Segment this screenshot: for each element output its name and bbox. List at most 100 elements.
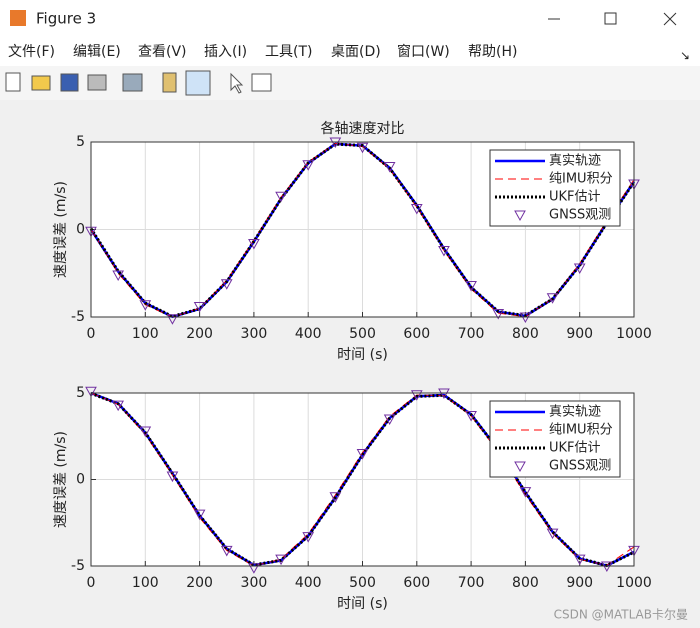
open-icon[interactable] — [31, 75, 51, 91]
link-icon[interactable] — [122, 73, 143, 92]
menu-item[interactable]: 编辑(E) — [73, 44, 121, 60]
y-tick-label: 0 — [76, 222, 85, 238]
x-tick-label: 1000 — [616, 326, 652, 342]
gnss-marker — [573, 554, 586, 566]
x-tick-label: 700 — [458, 326, 485, 342]
gnss-marker — [573, 263, 586, 275]
x-axis-label: 时间 (s) — [337, 596, 388, 612]
x-tick-label: 700 — [458, 575, 485, 591]
x-tick-label: 300 — [241, 326, 268, 342]
gnss-marker — [519, 487, 532, 498]
x-tick-label: 200 — [186, 326, 213, 342]
legend-label: 真实轨迹 — [549, 405, 601, 420]
legend-label: 纯IMU积分 — [549, 423, 613, 438]
gnss-marker — [356, 142, 369, 154]
menu-item[interactable]: 插入(I) — [204, 44, 247, 60]
axes-box — [90, 141, 635, 318]
gnss-marker — [166, 314, 179, 325]
x-tick-label: 600 — [403, 326, 430, 342]
legend-label: GNSS观测 — [549, 459, 611, 474]
gnss-marker — [410, 390, 423, 401]
print-icon[interactable] — [87, 74, 107, 91]
x-tick-label: 500 — [349, 575, 376, 591]
maximize-button[interactable] — [604, 12, 617, 25]
gnss-marker — [329, 492, 342, 503]
app-icon — [10, 10, 26, 26]
close-button[interactable] — [663, 12, 677, 26]
menu-item[interactable]: 窗口(W) — [397, 43, 450, 60]
property-icon[interactable] — [251, 73, 272, 92]
y-tick-label: 0 — [76, 472, 85, 488]
gnss-marker — [248, 239, 260, 250]
y-tick-label: -5 — [71, 558, 85, 574]
gnss-marker — [492, 309, 505, 320]
gnss-marker — [302, 532, 315, 543]
y-tick-label: 5 — [76, 134, 85, 150]
pointer-icon[interactable] — [230, 72, 244, 94]
menu-item[interactable]: 帮助(H) — [468, 44, 517, 60]
x-tick-label: 900 — [566, 326, 593, 342]
x-tick-label: 0 — [87, 575, 96, 591]
x-tick-label: 500 — [349, 326, 376, 342]
colorbar-icon[interactable] — [162, 72, 177, 93]
legend-box — [489, 400, 621, 478]
toolbar — [0, 66, 700, 100]
gnss-marker — [112, 400, 124, 412]
x-tick-label: 800 — [512, 326, 539, 342]
x-tick-label: 100 — [132, 326, 159, 342]
legend-icon[interactable] — [185, 70, 211, 96]
gnss-marker — [546, 528, 559, 540]
menu-item[interactable]: 文件(F) — [8, 44, 55, 60]
gnss-marker — [383, 414, 396, 425]
gnss-marker — [275, 191, 287, 203]
y-tick-label: 5 — [76, 385, 85, 401]
gnss-marker — [193, 302, 206, 313]
new-icon[interactable] — [5, 72, 21, 92]
x-tick-label: 200 — [186, 575, 213, 591]
gnss-marker — [193, 509, 206, 521]
gnss-marker — [139, 426, 152, 438]
gnss-marker — [220, 545, 233, 557]
gnss-marker — [85, 386, 97, 398]
x-tick-label: 400 — [295, 326, 322, 342]
gnss-marker — [275, 554, 287, 566]
legend-label: UKF估计 — [549, 190, 601, 205]
gnss-marker — [465, 410, 477, 422]
menu-item[interactable]: 桌面(D) — [331, 44, 381, 60]
x-tick-label: 600 — [403, 575, 430, 591]
menu-item[interactable]: 工具(T) — [265, 44, 312, 60]
toolbar-icons — [5, 70, 272, 96]
gnss-marker — [383, 162, 396, 173]
menu-bar — [0, 38, 700, 66]
x-tick-label: 100 — [132, 575, 159, 591]
legend-label: 纯IMU积分 — [549, 172, 613, 187]
series-line — [90, 142, 635, 318]
legend-box — [489, 149, 621, 227]
y-tick-label: -5 — [71, 309, 85, 325]
y-axis-label: 速度误差 (m/s) — [53, 181, 69, 278]
x-tick-label: 1000 — [616, 575, 652, 591]
axes-box — [90, 392, 635, 567]
gnss-marker — [139, 300, 152, 311]
x-tick-label: 0 — [87, 326, 96, 342]
gnss-marker — [112, 270, 124, 282]
dock-arrow[interactable]: ↘ — [680, 49, 690, 63]
x-axis-label: 时间 (s) — [337, 347, 388, 363]
y-axis-label: 速度误差 (m/s) — [53, 431, 69, 528]
legend-label: UKF估计 — [549, 441, 601, 456]
save-icon[interactable] — [60, 73, 79, 92]
x-tick-label: 800 — [512, 575, 539, 591]
x-tick-label: 400 — [295, 575, 322, 591]
gnss-marker — [356, 449, 369, 460]
x-tick-label: 900 — [566, 575, 593, 591]
legend-marker — [514, 461, 526, 473]
menu-item[interactable]: 查看(V) — [138, 44, 187, 60]
window-title: Figure 3 — [36, 10, 96, 28]
gnss-marker — [302, 160, 315, 171]
title-bar — [0, 0, 700, 38]
legend-marker — [514, 210, 526, 222]
x-tick-label: 300 — [241, 575, 268, 591]
